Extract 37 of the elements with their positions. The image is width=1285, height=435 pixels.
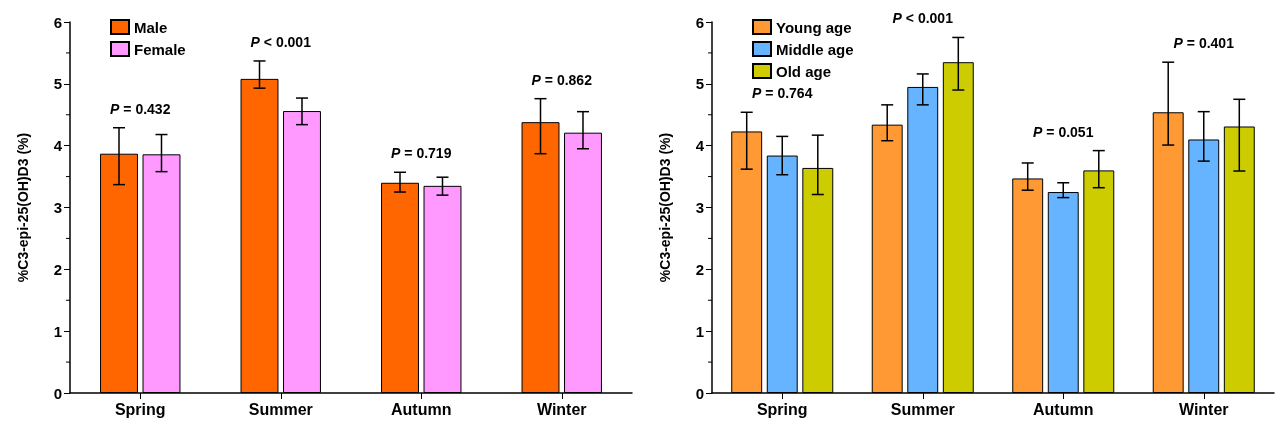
- y-tick-label: 6: [695, 13, 704, 31]
- y-tick-label: 3: [695, 199, 704, 216]
- x-tick-label: Spring: [114, 400, 166, 418]
- annotation: P < 0.001: [250, 33, 312, 50]
- y-tick-label: 1: [695, 322, 704, 340]
- annotation: P = 0.719: [391, 145, 452, 162]
- legend-label: Young age: [776, 18, 852, 36]
- x-tick-label: Winter: [536, 400, 587, 418]
- legend-label: Female: [134, 40, 186, 58]
- y-tick-label: 5: [695, 75, 704, 93]
- legend-label: Old age: [776, 62, 832, 80]
- y-tick-label: 1: [53, 322, 62, 340]
- legend-label: Male: [134, 18, 168, 36]
- y-tick-label: 2: [695, 260, 704, 278]
- y-tick-label: 2: [53, 260, 62, 278]
- y-axis-title: %C3-epi-25(OH)D3 (%): [657, 132, 673, 283]
- annotation: P = 0.401: [1173, 35, 1235, 52]
- y-tick-label: 4: [695, 137, 705, 155]
- x-tick-label: Winter: [1178, 400, 1229, 418]
- y-tick-label: 5: [53, 75, 62, 93]
- y-tick-label: 3: [53, 199, 62, 216]
- annotation: P = 0.432: [110, 100, 171, 117]
- x-tick-label: Autumn: [391, 400, 452, 418]
- annotation: P = 0.862: [531, 71, 593, 88]
- x-tick-label: Spring: [756, 400, 808, 418]
- legend-label: Middle age: [776, 40, 854, 58]
- annotation: P = 0.764: [752, 85, 813, 102]
- y-tick-label: 0: [53, 384, 62, 402]
- y-tick-label: 4: [53, 137, 63, 155]
- annotation: P < 0.001: [892, 10, 954, 27]
- x-tick-label: Summer: [890, 400, 955, 418]
- y-axis-title: %C3-epi-25(OH)D3 (%): [15, 132, 31, 283]
- y-tick-label: 0: [695, 384, 704, 402]
- annotation: P = 0.051: [1033, 123, 1094, 140]
- x-tick-label: Autumn: [1033, 400, 1094, 418]
- y-tick-label: 6: [53, 13, 62, 31]
- x-tick-label: Summer: [248, 400, 313, 418]
